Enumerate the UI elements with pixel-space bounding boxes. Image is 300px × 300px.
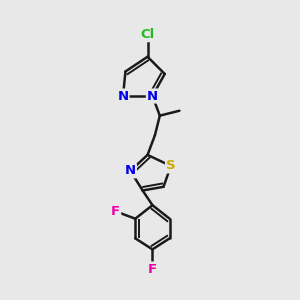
Text: N: N <box>147 89 158 103</box>
Text: Cl: Cl <box>140 28 155 41</box>
Text: N: N <box>125 164 136 177</box>
Text: N: N <box>117 89 129 103</box>
Text: F: F <box>111 205 120 218</box>
Text: F: F <box>148 262 157 275</box>
Text: S: S <box>166 159 176 172</box>
